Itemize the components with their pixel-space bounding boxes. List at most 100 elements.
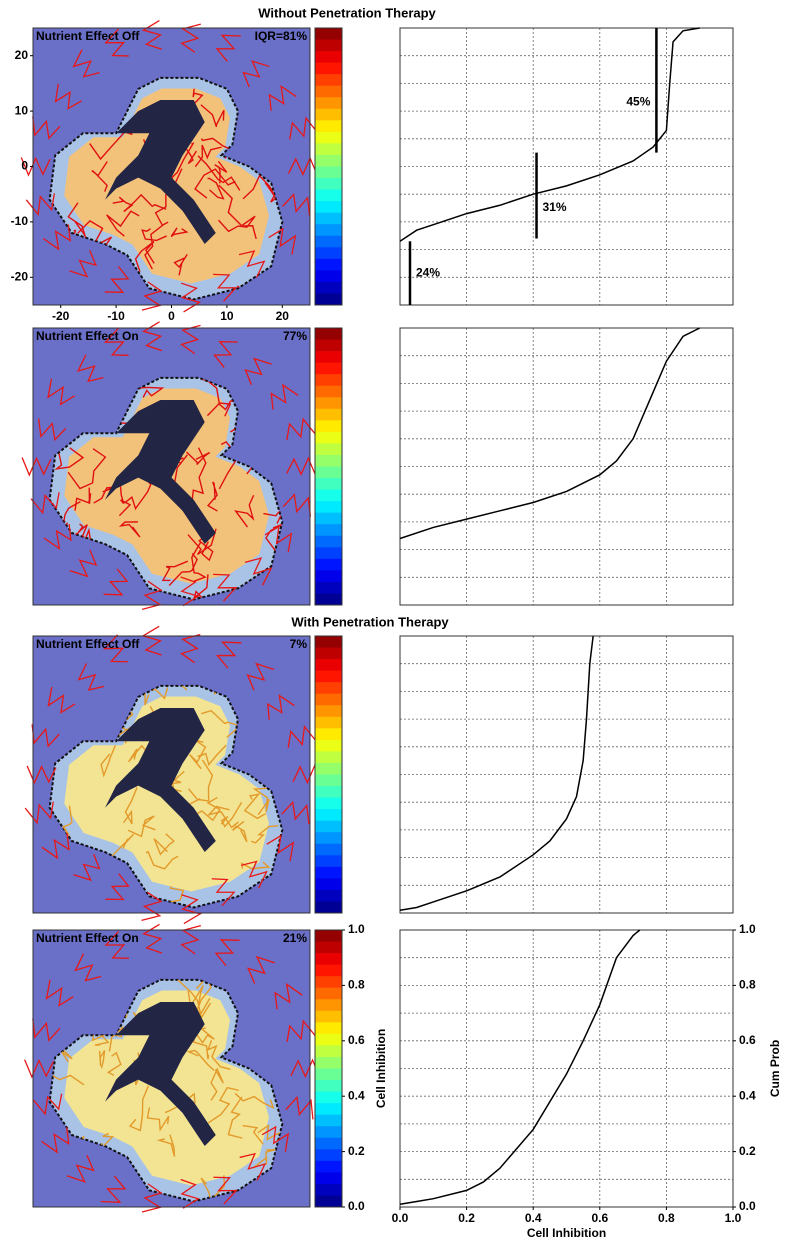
panel-value: IQR=81% [255,29,308,43]
sprout [25,193,56,217]
colorbar-band [315,855,342,868]
vein [144,221,169,270]
colorbar-band [315,716,342,729]
sprout [282,193,311,217]
sprout [238,250,266,278]
colorbar-band [315,385,342,398]
vein [218,184,257,240]
colorbar-tick-label: 1.0 [348,922,365,936]
y-tick-label: 0.4 [739,1088,756,1102]
cdf-line [399,635,594,911]
colorbar-band [315,258,342,271]
sprout [180,925,202,955]
vein [168,553,198,586]
sprout [180,324,201,355]
vein [214,160,228,184]
colorbar-band [315,131,342,144]
colorbar-band [315,693,342,706]
colorbar-band [315,397,342,410]
sprout [76,354,104,383]
colorbar-band [315,1080,342,1093]
colorbar-band [315,774,342,787]
colorbar-band [315,1137,342,1150]
sprout [20,156,51,177]
colorbar-band [315,930,342,943]
colorbar-tick-label: 0.8 [348,978,365,992]
sprout [66,1154,95,1183]
colorbar-band [315,420,342,433]
colorbar-band [315,143,342,156]
sprout [69,249,98,278]
vein [241,861,271,870]
colorbar-band [315,889,342,902]
colorbar-band [315,212,342,225]
colorbar-band [315,247,342,260]
vein [170,142,195,185]
panel-label: Nutrient Effect On [36,329,139,343]
colorbar-band [315,166,342,179]
vein [106,210,140,237]
sprout [100,1175,127,1204]
colorbar-band [315,270,342,283]
colorbar-band [315,97,342,110]
sprout [30,492,60,515]
sprout [141,625,162,656]
sprout [261,1125,290,1152]
sprout [213,1176,238,1205]
map-frame [32,635,311,914]
panel-label: Nutrient Effect Off [36,29,140,43]
colorbar-band [315,1172,342,1185]
y-tick-label: -10 [11,214,29,228]
sprout [270,383,299,410]
sprout [215,34,241,62]
vein [234,494,255,528]
colorbar-band [315,1183,342,1196]
vein [161,560,189,582]
vein [243,793,267,820]
vein [128,1085,150,1132]
vein [197,155,241,191]
panel-value: 21% [283,931,307,945]
vein [91,1027,110,1046]
colorbar-band [315,512,342,525]
sprout [246,662,275,691]
colorbar-band [315,74,342,87]
colorbar-band [315,535,342,548]
vein [175,979,211,1016]
sprout [180,576,200,607]
colorbar-band [315,1149,342,1162]
sprout [73,853,101,882]
colorbar-band [315,443,342,456]
sprout [26,765,57,785]
sprout [180,633,201,664]
sprout [247,955,275,984]
vessel [105,1002,216,1147]
colorbar-band [315,454,342,467]
colorbar-band [315,843,342,856]
colorbar-band [315,751,342,764]
y-tick-label: 0.2 [739,1144,756,1158]
vein [242,174,277,200]
x-tick-label: 0.0 [392,1211,409,1225]
colorbar-band [315,201,342,214]
colorbar-band [315,85,342,98]
vein [218,441,240,490]
vein [106,1051,122,1076]
sprout [141,891,163,922]
colorbar-band [315,374,342,387]
sprout [240,860,268,889]
sprout [264,525,293,552]
colorbar-band [315,351,342,364]
colorbar-band [315,636,342,649]
colorbar-band [315,682,342,695]
colorbar-band [315,339,342,352]
sprout [42,224,71,251]
sprout [45,979,74,1007]
sprout [285,1095,314,1120]
plot-frame [399,929,734,1208]
colorbar-band [315,293,342,306]
colorbar-band [315,866,342,879]
colorbar-band [315,705,342,718]
colorbar-label: Cell Inhibition [374,1029,388,1108]
sprout [216,641,242,669]
